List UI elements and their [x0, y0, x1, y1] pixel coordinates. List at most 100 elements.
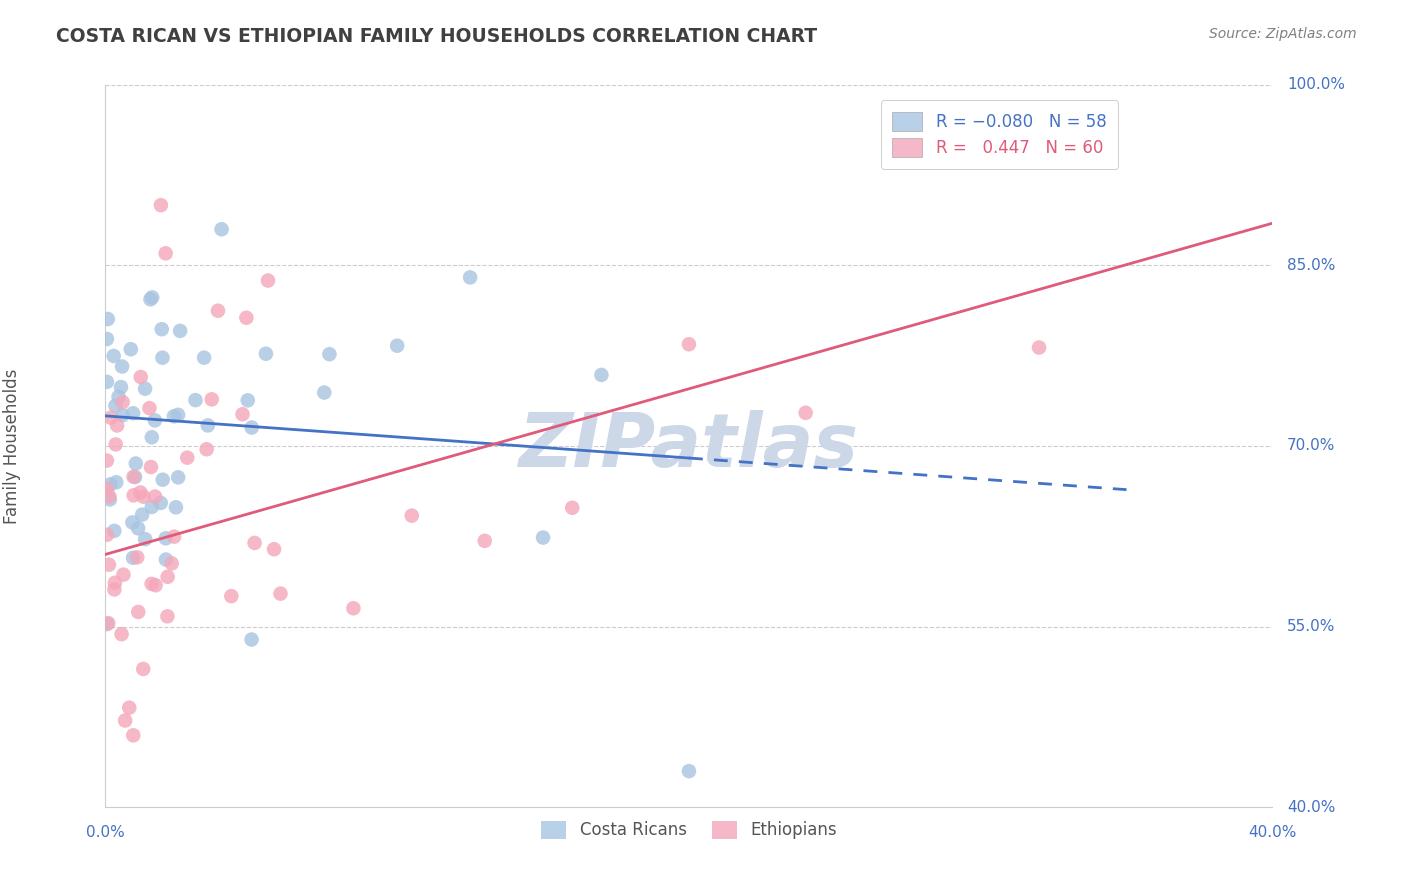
Point	[96, 453, 118, 467]
Point	[97, 312, 120, 326]
Point	[235, 310, 257, 325]
Point	[97, 558, 120, 572]
Point	[1028, 341, 1050, 355]
Point	[120, 343, 142, 357]
Point	[122, 406, 145, 420]
Point	[96, 528, 118, 542]
Point	[105, 418, 128, 433]
Point	[318, 347, 340, 361]
Point	[257, 274, 280, 288]
Point	[474, 533, 496, 548]
Point	[96, 482, 118, 496]
Point	[139, 460, 162, 475]
Point	[314, 385, 336, 400]
Point	[127, 605, 149, 619]
Point	[678, 337, 700, 351]
Point	[195, 442, 218, 457]
Point	[131, 508, 153, 522]
Point	[124, 470, 146, 484]
Point	[98, 492, 121, 507]
Point	[129, 370, 152, 384]
Point	[678, 764, 700, 778]
Point	[141, 500, 163, 514]
Point	[236, 393, 259, 408]
Point	[98, 490, 121, 504]
Point	[103, 524, 125, 538]
Point	[127, 521, 149, 535]
Point	[111, 408, 134, 422]
Point	[104, 399, 127, 413]
Point	[155, 531, 177, 545]
Point	[794, 406, 817, 420]
Point	[107, 390, 129, 404]
Point	[149, 198, 172, 212]
Point	[100, 410, 122, 425]
Point	[105, 475, 128, 490]
Point	[139, 293, 162, 307]
Point	[110, 627, 132, 641]
Point	[263, 542, 285, 557]
Point	[201, 392, 224, 407]
Text: 40.0%: 40.0%	[1249, 825, 1296, 840]
Point	[163, 409, 186, 424]
Point	[141, 577, 163, 591]
Text: Source: ZipAtlas.com: Source: ZipAtlas.com	[1209, 27, 1357, 41]
Point	[184, 393, 207, 408]
Text: 85.0%: 85.0%	[1286, 258, 1336, 273]
Point	[110, 380, 132, 394]
Text: 0.0%: 0.0%	[86, 825, 125, 840]
Point	[342, 601, 364, 615]
Point	[231, 407, 253, 421]
Text: Family Households: Family Households	[3, 368, 21, 524]
Point	[221, 589, 243, 603]
Point	[211, 222, 233, 236]
Point	[160, 557, 183, 571]
Point	[167, 408, 190, 422]
Point	[96, 332, 118, 346]
Point	[163, 530, 186, 544]
Text: ZIPatlas: ZIPatlas	[519, 409, 859, 483]
Point	[134, 532, 156, 546]
Point	[243, 536, 266, 550]
Point	[100, 477, 122, 491]
Text: 40.0%: 40.0%	[1286, 800, 1336, 814]
Point	[127, 550, 149, 565]
Point	[193, 351, 215, 365]
Point	[132, 662, 155, 676]
Point	[125, 457, 148, 471]
Point	[591, 368, 613, 382]
Point	[122, 488, 145, 502]
Point	[458, 270, 481, 285]
Point	[122, 469, 145, 483]
Text: 70.0%: 70.0%	[1286, 439, 1336, 453]
Point	[169, 324, 191, 338]
Point	[96, 375, 118, 389]
Point	[240, 420, 263, 434]
Point	[141, 290, 163, 304]
Point	[270, 586, 292, 600]
Point	[104, 437, 127, 451]
Text: COSTA RICAN VS ETHIOPIAN FAMILY HOUSEHOLDS CORRELATION CHART: COSTA RICAN VS ETHIOPIAN FAMILY HOUSEHOL…	[56, 27, 817, 45]
Point	[121, 516, 143, 530]
Point	[122, 728, 145, 742]
Point	[197, 418, 219, 433]
Point	[145, 578, 167, 592]
Point	[165, 500, 187, 515]
Point	[143, 413, 166, 427]
Point	[104, 575, 127, 590]
Point	[132, 490, 155, 504]
Point	[155, 246, 177, 260]
Point	[561, 500, 583, 515]
Point	[103, 582, 125, 597]
Point	[129, 485, 152, 500]
Point	[531, 531, 554, 545]
Point	[118, 700, 141, 714]
Point	[150, 322, 173, 336]
Point	[111, 359, 134, 374]
Point	[141, 430, 163, 444]
Point	[134, 382, 156, 396]
Point	[122, 550, 145, 565]
Point	[254, 347, 277, 361]
Point	[114, 714, 136, 728]
Text: 55.0%: 55.0%	[1286, 619, 1336, 634]
